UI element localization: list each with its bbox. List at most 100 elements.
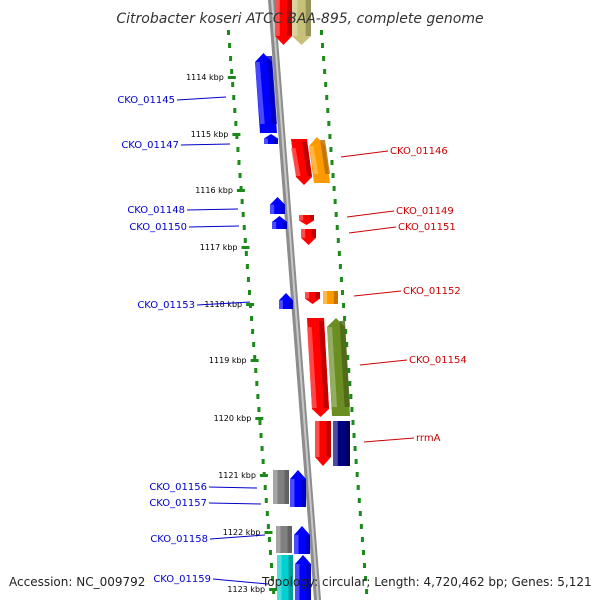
dot-marker <box>271 576 275 581</box>
dot-marker <box>355 472 359 477</box>
dot-marker <box>333 199 337 204</box>
dot-marker <box>363 563 367 568</box>
gene-label[interactable]: CKO_01152 <box>403 286 461 297</box>
dot-marker <box>268 550 272 555</box>
leader-line <box>212 578 269 585</box>
dot-marker <box>358 511 362 516</box>
dot-marker <box>267 537 271 542</box>
gene-feature <box>333 421 350 466</box>
dot-marker <box>350 407 354 412</box>
kbp-tick-mark <box>255 417 264 420</box>
gene-label[interactable]: CKO_01148 <box>127 205 185 216</box>
dot-marker <box>256 394 260 399</box>
kbp-tick-label: 1117 kbp <box>200 243 238 252</box>
dot-marker <box>339 277 343 282</box>
dot-marker <box>353 446 357 451</box>
gene-label[interactable]: CKO_01147 <box>121 140 179 151</box>
dot-marker <box>239 186 243 191</box>
leader-line <box>340 150 389 158</box>
kbp-tick-label: 1119 kbp <box>209 356 247 365</box>
gene-feature <box>299 215 314 225</box>
gene-label[interactable]: CKO_01153 <box>137 300 195 311</box>
leader-line <box>208 502 262 505</box>
gene-feature <box>309 137 330 183</box>
dot-marker <box>320 30 323 35</box>
gene-feature <box>276 526 292 553</box>
accession-text: Accession: NC_009792 <box>9 575 145 589</box>
dot-marker <box>338 264 342 269</box>
topology-text: Topology: circular; Length: 4,720,462 bp… <box>261 575 592 589</box>
dot-marker <box>260 446 264 451</box>
dot-marker <box>250 316 254 321</box>
dot-marker <box>361 550 365 555</box>
dot-marker <box>329 147 333 152</box>
dot-marker <box>230 69 234 74</box>
gene-label[interactable]: CKO_01158 <box>150 534 208 545</box>
dot-marker <box>325 95 329 100</box>
leader-line <box>359 359 408 366</box>
gene-feature <box>290 470 306 507</box>
gene-label[interactable]: CKO_01159 <box>153 574 211 585</box>
leader-line <box>209 534 266 540</box>
dot-marker <box>321 43 325 48</box>
kbp-tick-label: 1121 kbp <box>218 471 256 480</box>
gene-feature <box>323 291 338 304</box>
gene-label[interactable]: CKO_01151 <box>398 222 456 233</box>
dot-marker <box>231 82 235 87</box>
gene-labels: CKO_01145 CKO_01147 CKO_01148 CKO_01150 CKO_… <box>117 95 466 585</box>
dot-marker <box>348 381 352 386</box>
gene-feature <box>273 470 289 504</box>
dot-marker <box>238 173 242 178</box>
dot-marker <box>357 498 361 503</box>
kbp-tick-mark <box>236 189 245 192</box>
gene-label[interactable]: CKO_01145 <box>117 95 175 106</box>
dot-marker <box>340 290 344 295</box>
kbp-tick-label: 1120 kbp <box>214 414 252 423</box>
gene-feature <box>279 293 293 309</box>
dot-marker <box>251 329 255 334</box>
dot-marker <box>272 589 276 594</box>
gene-feature <box>327 318 350 416</box>
dot-marker <box>359 524 363 529</box>
gene-label[interactable]: CKO_01157 <box>149 498 207 509</box>
dot-marker <box>326 108 330 113</box>
gene-label[interactable]: CKO_01146 <box>390 146 448 157</box>
leader-line <box>363 437 415 443</box>
dot-marker <box>233 108 237 113</box>
gene-feature <box>291 139 312 185</box>
dot-marker <box>327 121 331 126</box>
leader-line <box>188 225 240 228</box>
gene-label[interactable]: CKO_01149 <box>396 206 454 217</box>
dot-marker <box>240 199 244 204</box>
kbp-tick-mark <box>264 531 273 534</box>
dot-marker <box>356 485 360 490</box>
dot-marker <box>337 251 341 256</box>
kbp-scale: 1114 kbp 1115 kbp 1116 kbp 1117 kbp 1118 kbp… <box>186 73 278 594</box>
dot-marker <box>345 342 349 347</box>
dot-marker <box>255 381 259 386</box>
gene-label[interactable]: CKO_01154 <box>409 355 467 366</box>
dot-marker <box>227 30 230 35</box>
kbp-tick-mark <box>241 246 250 249</box>
gene-feature <box>255 53 277 133</box>
dot-marker <box>334 212 338 217</box>
gene-label[interactable]: CKO_01156 <box>149 482 207 493</box>
gene-label[interactable]: CKO_01150 <box>129 222 187 233</box>
dot-marker <box>270 563 274 568</box>
gene-features <box>255 0 350 600</box>
leader-line <box>346 210 395 218</box>
dot-marker <box>237 160 241 165</box>
gene-feature <box>315 421 331 466</box>
gene-label[interactable]: rrmA <box>416 433 441 444</box>
kbp-tick-mark <box>269 588 278 591</box>
leader-line <box>180 143 231 146</box>
dot-marker <box>259 433 263 438</box>
kbp-tick-label: 1122 kbp <box>223 528 261 537</box>
gene-feature <box>301 229 316 245</box>
dot-marker <box>332 186 336 191</box>
dot-marker <box>344 329 348 334</box>
gene-feature <box>272 216 287 229</box>
dot-marker <box>330 160 334 165</box>
